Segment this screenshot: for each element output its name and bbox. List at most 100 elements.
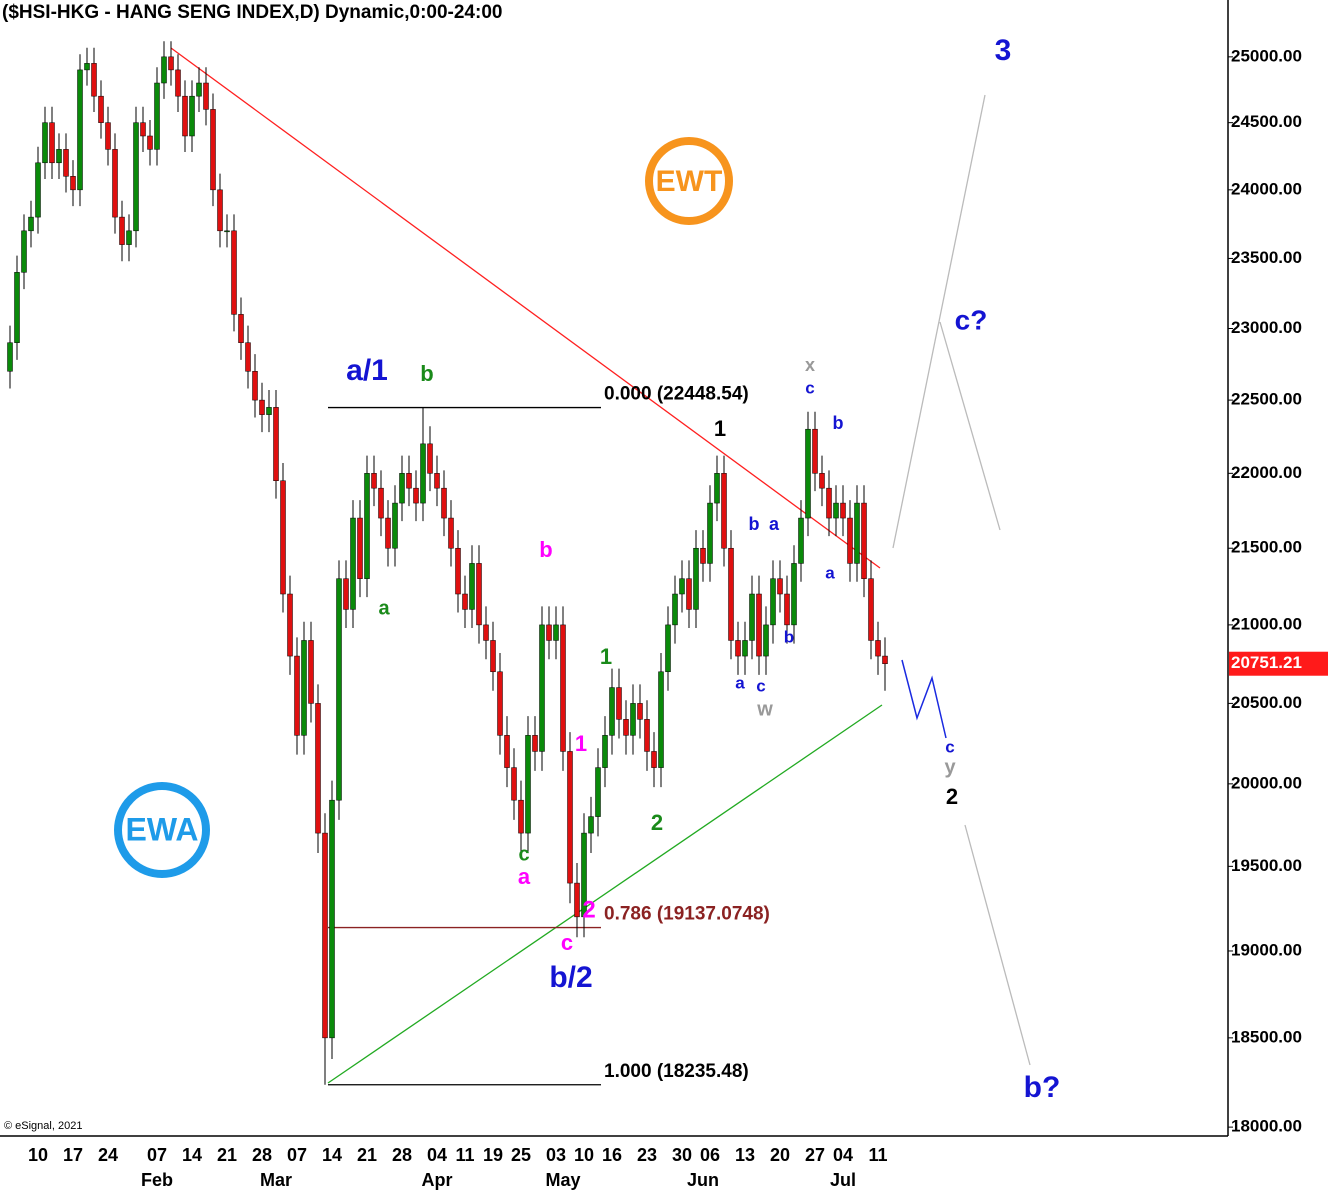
candle-body	[602, 735, 608, 768]
candle-body	[770, 578, 776, 626]
candle-body	[252, 371, 258, 401]
candle-body	[476, 563, 482, 626]
candle-body	[322, 832, 328, 1039]
candle-body	[105, 122, 111, 150]
resistance-trendline	[170, 47, 881, 569]
x-tick-label: 25	[511, 1145, 531, 1165]
candle-body	[525, 735, 531, 834]
candle-body	[161, 56, 167, 84]
candle-body	[861, 502, 867, 579]
candle-body	[84, 63, 90, 71]
candle-body	[182, 95, 188, 137]
candle-body	[826, 487, 832, 519]
fib-level-label: 0.000 (22448.54)	[604, 384, 749, 405]
x-tick-label: 20	[770, 1145, 790, 1165]
candle-body	[798, 517, 804, 564]
projection-line	[892, 94, 986, 549]
candle-body	[763, 624, 769, 657]
candle-body	[189, 95, 195, 137]
candle-body	[385, 517, 391, 549]
candle-body	[441, 487, 447, 519]
candle-body	[168, 56, 174, 71]
candle-body	[616, 687, 622, 720]
y-tick-label: 24500.00	[1231, 112, 1302, 131]
wave-label: c	[518, 843, 529, 865]
candle-body	[700, 547, 706, 564]
wave-label: c	[945, 737, 954, 756]
y-tick-label: 23000.00	[1231, 318, 1302, 337]
candle-body	[490, 640, 496, 673]
candle-body	[336, 578, 342, 801]
chart-title: ($HSI-HKG - HANG SENG INDEX,D) Dynamic,0…	[2, 2, 502, 23]
wave-label: c?	[955, 304, 988, 335]
wave-label: 3	[995, 34, 1012, 67]
candle-body	[364, 473, 370, 579]
wave-label: b	[749, 514, 760, 534]
logo-ring	[645, 137, 733, 225]
x-tick-label: 11	[455, 1145, 474, 1165]
candle-body	[7, 342, 13, 372]
wave-label: y	[944, 756, 956, 778]
x-tick-label: 03	[546, 1145, 566, 1165]
y-tick-label: 23500.00	[1231, 248, 1302, 267]
candle-body	[329, 799, 335, 1039]
candle-body	[273, 407, 279, 481]
candle-body	[812, 428, 818, 474]
fib-level-label: 1.000 (18235.48)	[604, 1061, 749, 1082]
candle-body	[749, 593, 755, 641]
x-tick-label: 24	[98, 1145, 118, 1165]
x-tick-label: 21	[217, 1145, 237, 1165]
candle-body	[546, 624, 552, 641]
y-tick-label: 25000.00	[1231, 46, 1302, 65]
candle-body	[483, 624, 489, 641]
wave-label: c	[805, 378, 814, 397]
x-month-label: Mar	[260, 1170, 292, 1190]
support-trendline	[327, 704, 883, 1084]
wave-label: a	[769, 514, 780, 534]
candle-body	[245, 342, 251, 372]
wave-label: 1	[575, 731, 587, 756]
wave-label: a/1	[346, 354, 388, 387]
projection-line	[939, 321, 1001, 531]
candle-body	[728, 547, 734, 641]
candle-body	[735, 640, 741, 657]
wave-label: c	[756, 676, 765, 695]
y-tick-label: 20000.00	[1231, 773, 1302, 792]
candle-body	[392, 502, 398, 549]
wave-label: 2	[582, 896, 595, 923]
candle-body	[406, 473, 412, 489]
candle-body	[742, 640, 748, 657]
candle-body	[301, 640, 307, 736]
x-tick-label: 04	[427, 1145, 447, 1165]
candle-body	[259, 399, 265, 415]
candle-body	[315, 703, 321, 834]
candle-body	[462, 593, 468, 610]
candle-body	[539, 624, 545, 752]
candle-body	[791, 563, 797, 626]
candle-body	[350, 517, 356, 610]
x-tick-label: 13	[735, 1145, 755, 1165]
x-tick-label: 23	[637, 1145, 657, 1165]
candle-body	[77, 69, 83, 191]
candle-body	[413, 487, 419, 504]
wave-label: 1	[714, 416, 726, 441]
logo-text: EWA	[126, 811, 199, 847]
candle-body	[196, 82, 202, 97]
candle-body	[371, 473, 377, 489]
candle-body	[868, 578, 874, 641]
candle-body	[784, 593, 790, 626]
wave-label: 2	[946, 784, 958, 809]
x-month-label: Jul	[830, 1170, 856, 1190]
x-tick-label: 04	[833, 1145, 853, 1165]
candle-body	[805, 428, 811, 519]
candle-body	[98, 95, 104, 123]
candle-body	[518, 799, 524, 834]
candle-body	[280, 480, 286, 595]
wave-label: b	[833, 413, 844, 433]
candle-body	[714, 473, 720, 504]
x-tick-label: 07	[147, 1145, 167, 1165]
candle-body	[847, 517, 853, 564]
ewa-logo: EWA	[114, 782, 210, 878]
y-tick-label: 22500.00	[1231, 390, 1302, 409]
